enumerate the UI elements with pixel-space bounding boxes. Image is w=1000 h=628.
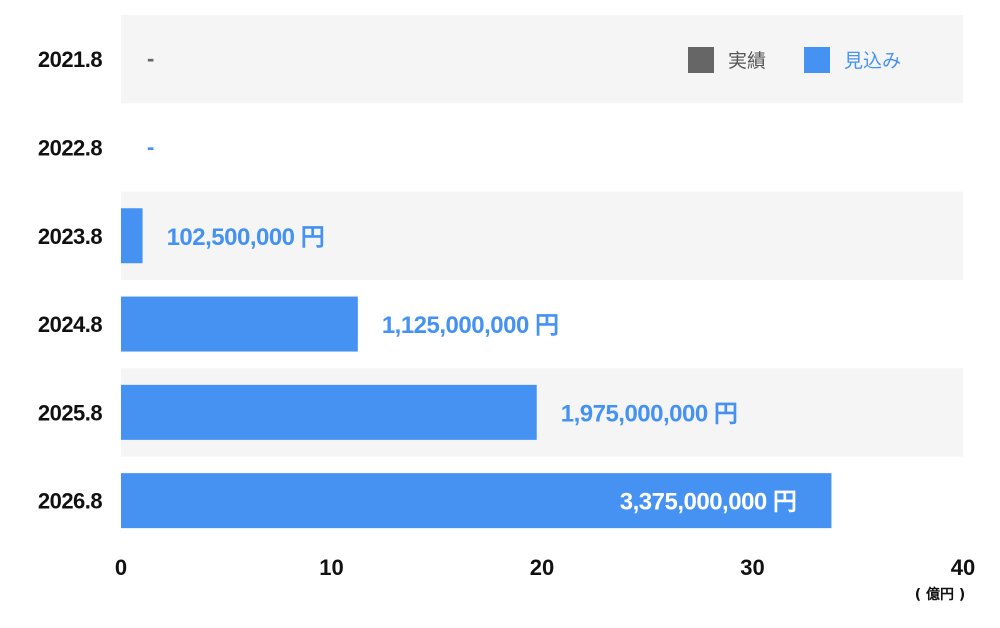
- x-tick-label: 30: [740, 555, 764, 580]
- bars: [121, 208, 832, 529]
- empty-value-dash: -: [147, 46, 154, 71]
- legend: 実績 見込み: [688, 47, 901, 73]
- category-label: 2026.8: [38, 489, 103, 514]
- row-band: [121, 15, 963, 104]
- category-label: 2023.8: [38, 224, 103, 249]
- data-label: 3,375,000,000 円: [620, 489, 797, 516]
- x-tick-label: 40: [951, 555, 975, 580]
- category-labels: 2021.8 2022.8 2023.8 2024.8 2025.8 2026.8: [38, 47, 103, 514]
- row-band: [121, 191, 963, 280]
- data-label: 1,975,000,000 円: [561, 400, 738, 427]
- bar: [121, 473, 832, 529]
- x-axis-ticks: 0 10 20 30 40: [115, 555, 975, 580]
- x-axis-unit: ( 億円 ): [915, 586, 966, 603]
- legend-swatch: [804, 47, 830, 73]
- legend-swatch: [688, 47, 714, 73]
- data-label: 1,125,000,000 円: [382, 312, 559, 339]
- data-label: 102,500,000 円: [167, 224, 325, 251]
- bar: [121, 296, 358, 352]
- category-label: 2025.8: [38, 400, 103, 425]
- row-band: [121, 103, 963, 192]
- data-labels: - - 102,500,000 円 1,125,000,000 円 1,975,000,…: [147, 46, 797, 516]
- row-bands: [121, 15, 963, 545]
- x-tick-label: 0: [115, 555, 127, 580]
- category-label: 2021.8: [38, 47, 103, 72]
- legend-label: 実績: [728, 50, 766, 72]
- legend-label: 見込み: [844, 50, 901, 72]
- x-tick-label: 10: [319, 555, 343, 580]
- category-label: 2022.8: [38, 135, 103, 160]
- category-label: 2024.8: [38, 312, 103, 337]
- x-tick-label: 20: [530, 555, 554, 580]
- bar: [121, 208, 143, 264]
- bar: [121, 384, 537, 440]
- empty-value-dash: -: [147, 134, 154, 159]
